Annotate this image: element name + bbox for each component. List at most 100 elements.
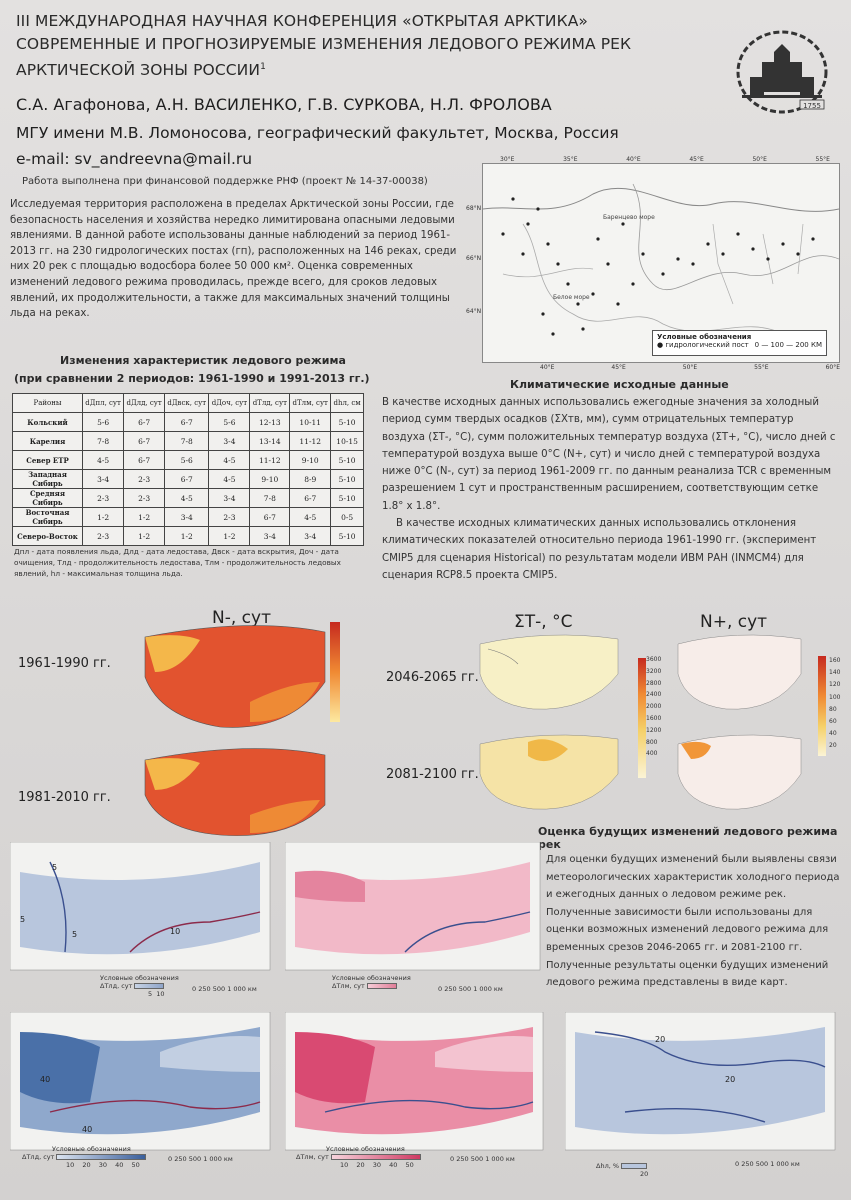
legend-e: Δhл, % 20 — [596, 1162, 648, 1178]
legend-b: Условные обозначения ΔТлм, сут — [332, 974, 411, 990]
table-value-cell: 7-8 — [249, 488, 291, 508]
climate-paragraph-1: В качестве исходных данных использовалис… — [382, 397, 836, 512]
n-plus-label: N+, сут — [700, 612, 768, 632]
scale-tick: 500 — [755, 1160, 769, 1168]
table-title: Изменения характеристик ледового режима — [60, 354, 346, 367]
study-area-map: Баренцево море Белое море — [482, 163, 840, 363]
table-row: Кольский 5-6 6-7 6-7 5-6 12-13 10-11 5-10 — [12, 412, 364, 432]
legend-label: Δhл, % — [596, 1162, 620, 1170]
table-value-cell: 3-4 — [208, 488, 251, 508]
scale-t-label: 400 — [646, 750, 658, 758]
scale-t-label: 1600 — [646, 714, 662, 722]
table-value-cell: 10-11 — [289, 412, 332, 432]
table-value-cell: 5-10 — [330, 412, 364, 432]
lon-label: 40°E — [626, 156, 641, 163]
table-value-cell: 9-10 — [249, 469, 291, 489]
scale-tick: 1 000 — [227, 985, 246, 993]
map-n-minus-1981 — [144, 748, 326, 836]
table-header: dДлд, сут — [123, 393, 166, 413]
scale-n-label: 120 — [829, 681, 841, 689]
legend-title: Условные обозначения — [52, 1145, 131, 1153]
lon-label: 45°E — [611, 364, 626, 371]
legend-title: Условные обозначения — [326, 1145, 405, 1153]
period-label-2081: 2081-2100 гг. — [386, 767, 479, 782]
scale-bar-a: 0 250 500 1 000 км — [192, 985, 257, 993]
legend-title: Условные обозначения — [657, 333, 752, 341]
scale-t-label: 800 — [646, 738, 658, 746]
table-value-cell: 6-7 — [123, 450, 166, 470]
title-line-1: III МЕЖДУНАРОДНАЯ НАУЧНАЯ КОНФЕРЕНЦИЯ «О… — [16, 12, 588, 30]
table-header: dTлм, сут — [289, 393, 332, 413]
lat-label: 66°N — [466, 255, 482, 262]
table-row: Западная Сибирь 3-4 2-3 6-7 4-5 9-10 8-9 5-10 — [12, 469, 364, 489]
legend-label: ΔТлм, сут — [296, 1153, 329, 1161]
scale-tick: 250 — [198, 985, 211, 993]
table-header: Районы — [12, 393, 83, 413]
contour-label: 40 — [82, 1125, 92, 1134]
poster-title: III МЕЖДУНАРОДНАЯ НАУЧНАЯ КОНФЕРЕНЦИЯ «О… — [16, 10, 631, 82]
table-value-cell: 6-7 — [289, 488, 332, 508]
scale-tick: 200 — [795, 341, 809, 349]
title-line-3-text: АРКТИЧЕСКОЙ ЗОНЫ РОССИИ — [16, 61, 261, 80]
map-lon-labels: 30°E 35°E 40°E 45°E 50°E 55°E — [500, 156, 830, 163]
legend-value: 50 — [405, 1161, 414, 1169]
table-value-cell: 4-5 — [208, 469, 251, 489]
future-map-a: 5 5 5 10 — [10, 842, 271, 971]
table-header: dДоч, сут — [208, 393, 251, 413]
map-n-plus-2081 — [677, 734, 802, 810]
table-value-cell: 5-10 — [330, 488, 364, 508]
legend-value: 40 — [389, 1161, 398, 1169]
scale-unit: км — [505, 1155, 515, 1163]
white-sea-label: Белое море — [553, 294, 590, 301]
scale-tick: 500 — [458, 985, 472, 993]
scale-n-label: 60 — [829, 717, 837, 725]
table-header: dДвск, сут — [164, 393, 210, 413]
table-region-cell: Западная Сибирь — [12, 469, 83, 489]
lat-label: 64°N — [466, 308, 482, 315]
legend-value: 50 — [131, 1161, 140, 1169]
table-value-cell: 3-4 — [208, 431, 251, 451]
legend-title: Условные обозначения — [100, 974, 179, 982]
table-value-cell: 9-10 — [289, 450, 332, 470]
scale-tick: 1 000 — [485, 1155, 504, 1163]
table-value-cell: 10-15 — [330, 431, 364, 451]
table-row: Средняя Сибирь 2-3 2-3 4-5 3-4 7-8 6-7 5-10 — [12, 488, 364, 508]
table-row: Северо-Восток 2-3 1-2 1-2 1-2 3-4 3-4 5-10 — [12, 526, 364, 546]
table-value-cell: 1-2 — [123, 526, 166, 546]
future-text: Для оценки будущих изменений были выявле… — [546, 854, 840, 989]
contour-label: 10 — [170, 927, 180, 936]
footnote-mark: 1 — [260, 62, 266, 72]
legend-label: ΔТлд, сут — [100, 982, 133, 990]
scale-t-label: 2400 — [646, 691, 662, 699]
table-value-cell: 8-9 — [289, 469, 332, 489]
scale-t-label: 3600 — [646, 656, 662, 663]
future-map-e: 20 20 — [565, 1012, 836, 1151]
table-value-cell: 2-3 — [81, 526, 125, 546]
legend-value: 30 — [372, 1161, 381, 1169]
intro-text: Исследуемая территория расположена в пре… — [10, 199, 457, 320]
ice-table: Районы dДпл, сут dДлд, сут dДвск, сут dД… — [12, 393, 364, 546]
funding-note: Работа выполнена при финансовой поддержк… — [22, 176, 428, 187]
scale-tick: 0 — [192, 985, 197, 993]
scale-tick: 0 — [438, 985, 443, 993]
legend-value: 30 — [98, 1161, 107, 1169]
map-sum-t-2046 — [479, 634, 619, 710]
table-header-row: Районы dДпл, сут dДлд, сут dДвск, сут dД… — [12, 393, 364, 413]
legend-c: Условные обозначения ΔТлд, сут 10 20 30 … — [22, 1145, 147, 1169]
table-value-cell: 1-2 — [164, 526, 210, 546]
contour-label: 5 — [72, 930, 77, 939]
table-value-cell: 5-10 — [330, 450, 364, 470]
scale-unit: КМ — [810, 341, 822, 349]
future-map-b — [285, 842, 541, 971]
table-value-cell: 5-10 — [330, 469, 364, 489]
scale-unit: км — [790, 1160, 800, 1168]
legend-post: ● гидрологический пост — [657, 341, 749, 349]
table-value-cell: 6-7 — [123, 431, 166, 451]
email: e-mail: sv_andreevna@mail.ru — [16, 150, 253, 168]
climate-text: В качестве исходных данных использовалис… — [382, 394, 837, 584]
map-n-minus-1961 — [144, 622, 340, 728]
table-value-cell: 6-7 — [123, 412, 166, 432]
table-value-cell: 1-2 — [123, 507, 166, 527]
map-lon-labels-bottom: 40°E 45°E 50°E 55°E 60°E — [540, 364, 840, 371]
